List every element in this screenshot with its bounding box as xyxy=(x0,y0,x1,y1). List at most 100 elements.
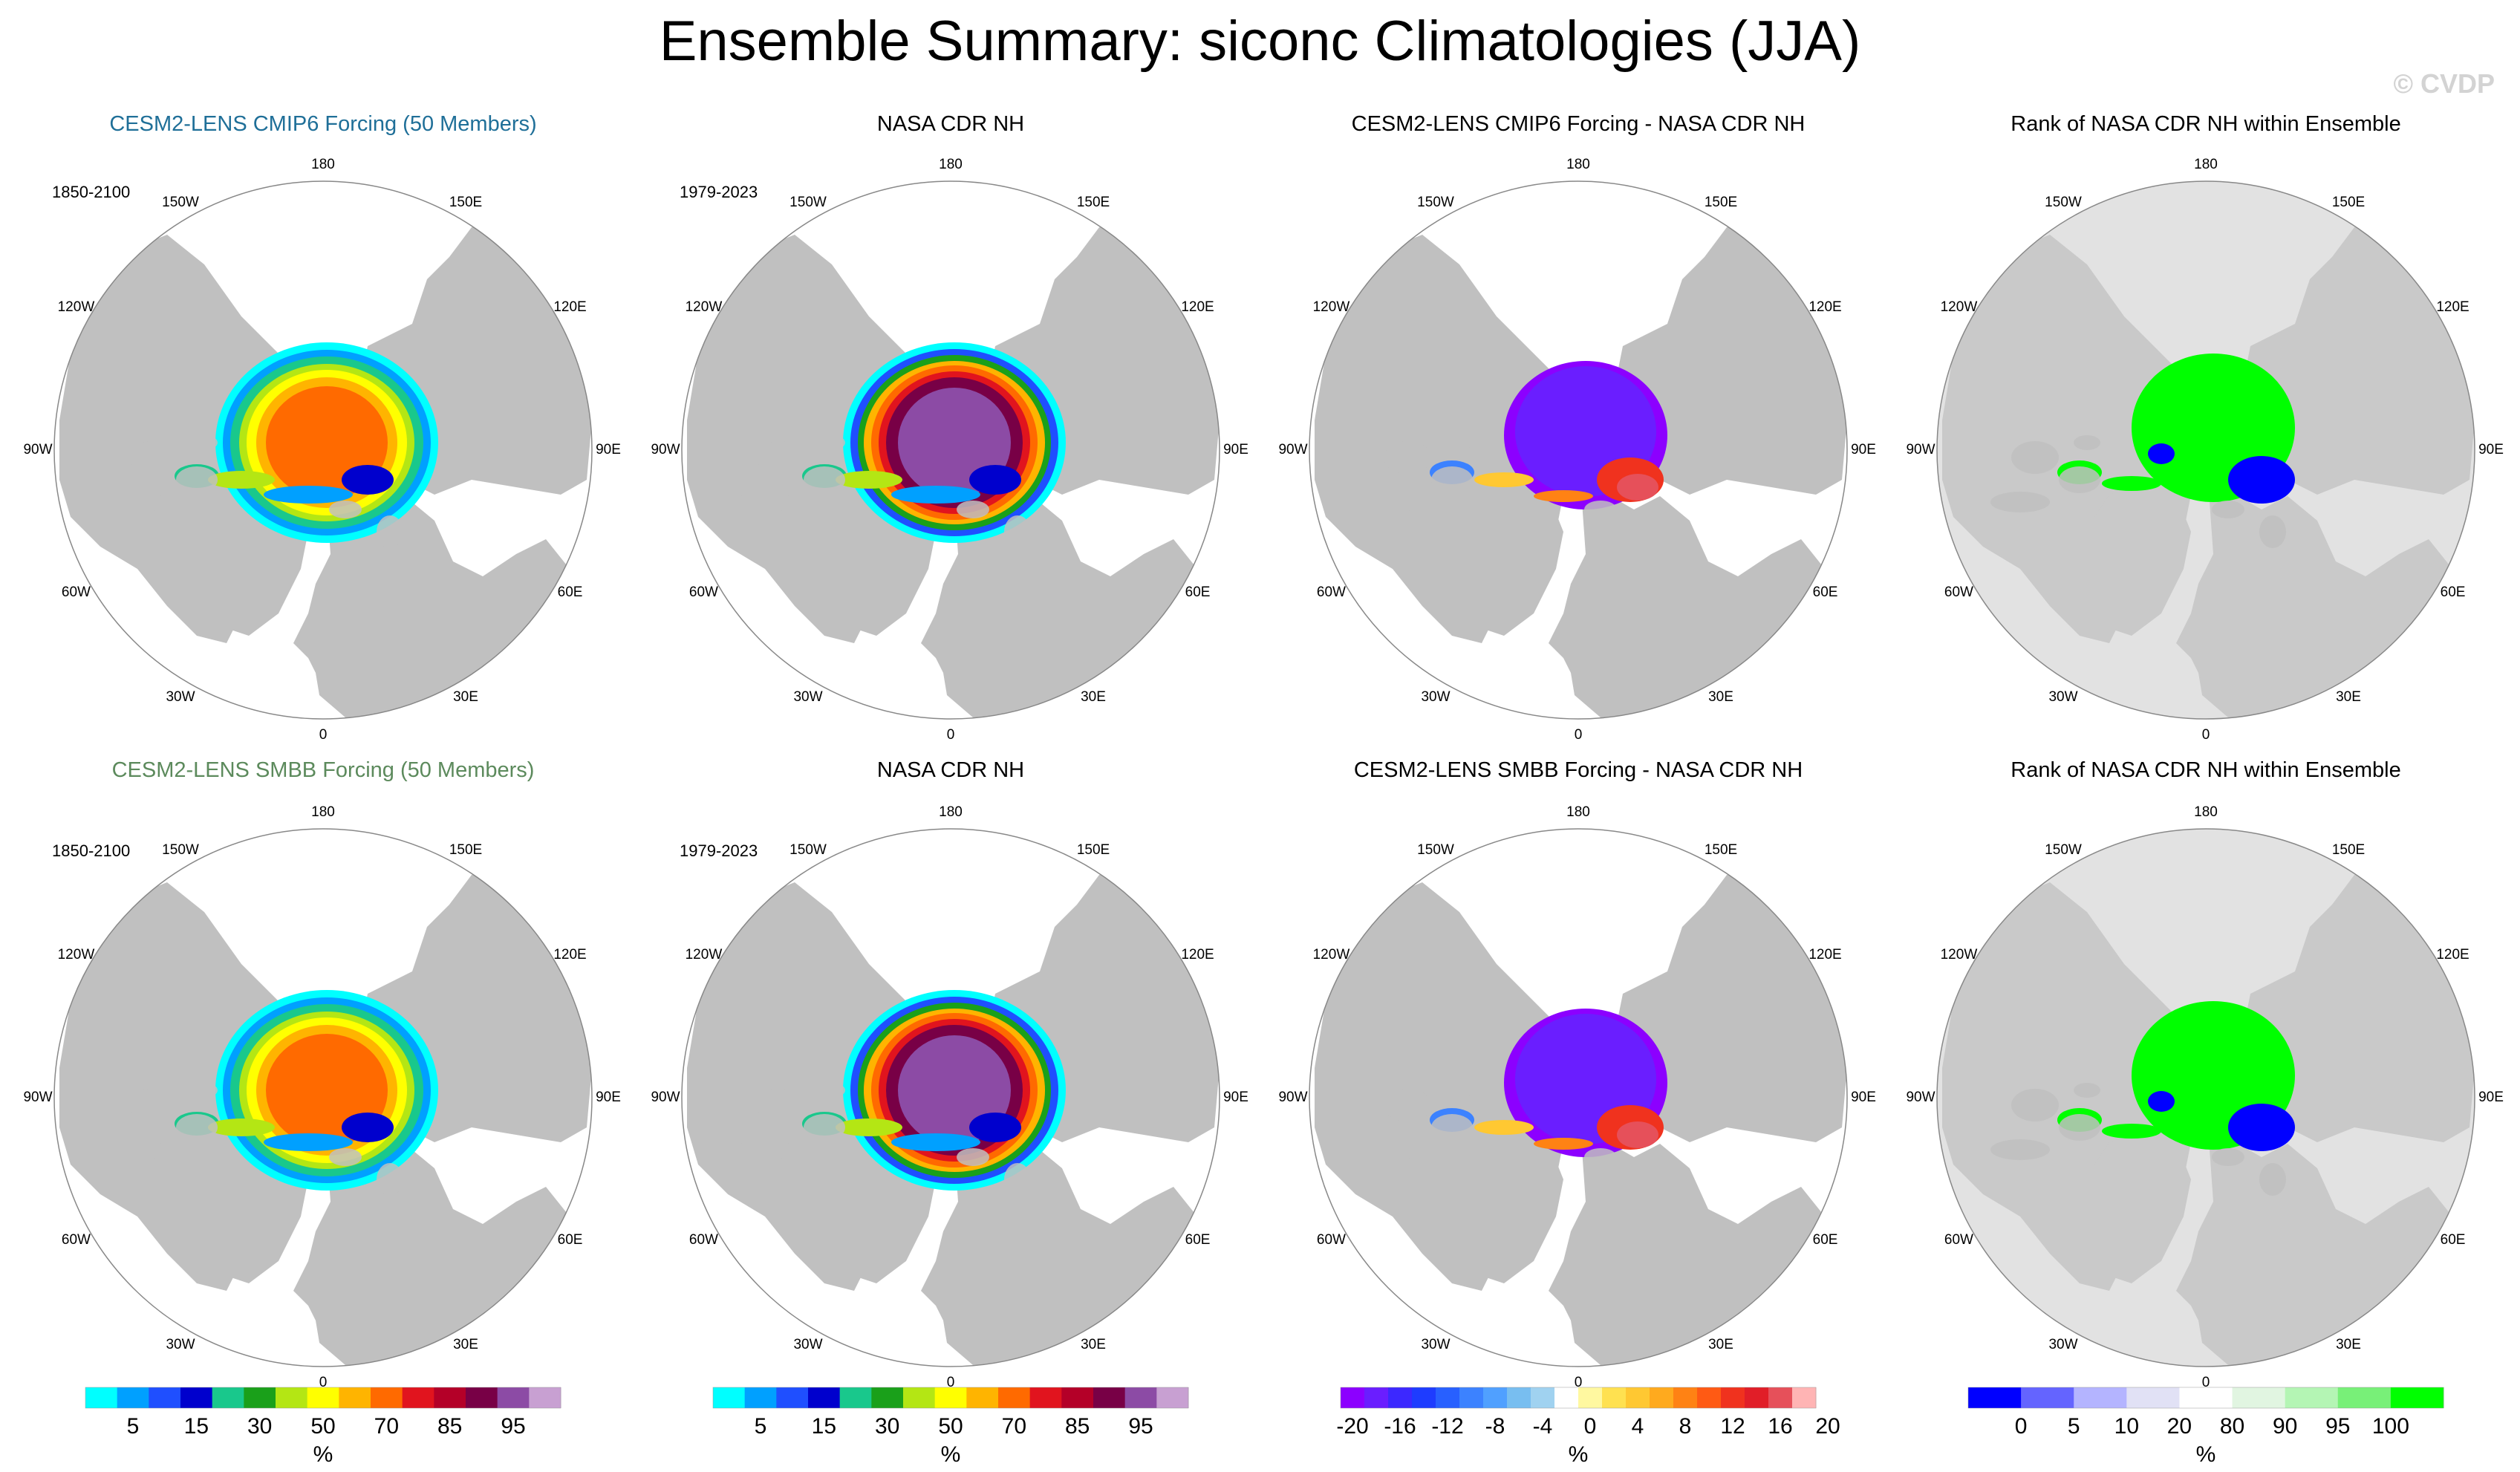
longitude-label: 90E xyxy=(2478,1090,2504,1105)
longitude-label: 120W xyxy=(1312,947,1350,963)
longitude-label: 30W xyxy=(166,688,195,705)
longitude-label: 180 xyxy=(939,804,963,820)
island xyxy=(1004,515,1031,548)
colorbar-tick-label: 95 xyxy=(2325,1414,2350,1439)
longitude-label: 90W xyxy=(1278,442,1308,457)
panel-title: CESM2-LENS SMBB Forcing - NASA CDR NH xyxy=(1353,758,1803,782)
colorbar-swatch xyxy=(466,1387,498,1408)
period-label: 1979-2023 xyxy=(680,183,758,201)
colorbar-tick-label: -4 xyxy=(1533,1414,1553,1439)
longitude-label: 60E xyxy=(1185,1232,1211,1248)
longitude-label: 180 xyxy=(1566,157,1590,172)
colorbar-tick-label: 50 xyxy=(938,1414,963,1439)
island xyxy=(1431,466,1473,493)
difference-fram-zone xyxy=(1534,490,1593,502)
longitude-label: 30E xyxy=(453,688,478,705)
island xyxy=(377,515,403,548)
map-boundary xyxy=(53,828,593,1367)
longitude-label: 120W xyxy=(1940,299,1978,315)
colorbar-swatch xyxy=(1459,1387,1484,1408)
longitude-label: 90E xyxy=(1851,1090,1876,1105)
colorbar-tick-label: 4 xyxy=(1632,1414,1644,1439)
colorbar-tick-label: 5 xyxy=(2068,1414,2080,1439)
longitude-label: 0 xyxy=(1574,727,1583,743)
polar-map-model xyxy=(53,828,593,1367)
colorbar-tick-label: 20 xyxy=(2167,1414,2192,1439)
island xyxy=(735,1139,795,1160)
rank-low-zone xyxy=(2228,456,2295,504)
kara-sea-ice xyxy=(969,1113,1021,1142)
fram-strait-ice xyxy=(891,1133,980,1151)
longitude-label: 30W xyxy=(793,1336,823,1352)
island xyxy=(756,1089,804,1121)
panel-title: Rank of NASA CDR NH within Ensemble xyxy=(2011,112,2401,136)
longitude-label: 120W xyxy=(685,947,723,963)
longitude-label: 150E xyxy=(1076,195,1110,211)
colorbar: 0 5 10 20 80 90 95 100% xyxy=(1967,1387,2444,1467)
island xyxy=(1632,1163,1658,1196)
colorbar-tick-label: 90 xyxy=(2273,1414,2297,1439)
difference-baffin-zone xyxy=(1474,1120,1534,1135)
colorbar-frame xyxy=(85,1387,561,1409)
longitude-label: 120W xyxy=(1312,299,1350,315)
land-mass xyxy=(1459,1127,1563,1283)
colorbar-swatch xyxy=(1745,1387,1769,1408)
colorbar-tick-label: -8 xyxy=(1485,1414,1505,1439)
longitude-label: 180 xyxy=(2194,157,2218,172)
longitude-label: 0 xyxy=(1574,1375,1583,1390)
longitude-label: 150W xyxy=(1417,842,1454,859)
panel-title: CESM2-LENS SMBB Forcing (50 Members) xyxy=(111,758,535,782)
island xyxy=(1004,1163,1031,1196)
fram-strait-ice xyxy=(891,486,980,504)
longitude-label: 90W xyxy=(23,442,53,457)
rank-low-zone xyxy=(2148,443,2175,464)
colorbar-tick-label: 15 xyxy=(184,1414,209,1439)
longitude-label: 150W xyxy=(1417,195,1454,211)
map-boundary xyxy=(1309,828,1848,1367)
island xyxy=(2212,501,2244,518)
panel-title: NASA CDR NH xyxy=(876,112,1025,136)
panel-title: Rank of NASA CDR NH within Ensemble xyxy=(2011,758,2401,782)
longitude-label: 60E xyxy=(1812,584,1838,600)
colorbar: -20 -16 -12 -8 -4 0 4 8 12 16 20% xyxy=(1336,1387,1840,1467)
longitude-label: 60E xyxy=(2440,1232,2466,1248)
map-boundary xyxy=(53,180,593,720)
polar-map-rank xyxy=(1936,180,2475,720)
map-boundary xyxy=(1936,828,2475,1367)
island xyxy=(2059,466,2100,493)
island xyxy=(957,1148,989,1166)
island xyxy=(1990,1139,2050,1160)
colorbar-swatch xyxy=(371,1387,403,1408)
longitude-label: 120E xyxy=(1181,947,1214,963)
colorbar-tick-label: 85 xyxy=(437,1414,462,1439)
island xyxy=(804,1114,845,1141)
polar-map-obs xyxy=(681,828,1220,1367)
longitude-label: 60W xyxy=(1316,1232,1346,1248)
colorbar-unit-label: % xyxy=(313,1442,333,1467)
island xyxy=(2259,515,2286,548)
polar-map-diff xyxy=(1309,180,1848,720)
island xyxy=(108,492,167,512)
colorbar-swatch xyxy=(1650,1387,1674,1408)
longitude-label: 60W xyxy=(1944,584,1973,600)
colorbar-tick-label: 70 xyxy=(374,1414,399,1439)
island xyxy=(377,1163,403,1196)
colorbar-unit-label: % xyxy=(941,1442,961,1467)
longitude-label: 30W xyxy=(1421,688,1451,705)
colorbar-swatch xyxy=(1124,1387,1157,1408)
longitude-label: 30E xyxy=(1708,1336,1733,1352)
longitude-label: 90W xyxy=(1278,1090,1308,1105)
colorbar-tick-label: 70 xyxy=(1002,1414,1026,1439)
map-boundary xyxy=(1309,180,1848,720)
colorbar-swatch xyxy=(903,1387,936,1408)
colorbar-swatch xyxy=(839,1387,872,1408)
colorbar-swatch xyxy=(117,1387,149,1408)
map-boundary xyxy=(681,180,1220,720)
colorbar-swatch xyxy=(2179,1387,2233,1408)
colorbar-tick-label: 8 xyxy=(1679,1414,1692,1439)
baffin-bay-ice xyxy=(836,1118,902,1136)
colorbar-swatch xyxy=(307,1387,339,1408)
panel-title: CESM2-LENS CMIP6 Forcing (50 Members) xyxy=(109,112,537,136)
colorbar-tick-label: -16 xyxy=(1384,1414,1416,1439)
longitude-label: 0 xyxy=(946,1375,955,1390)
